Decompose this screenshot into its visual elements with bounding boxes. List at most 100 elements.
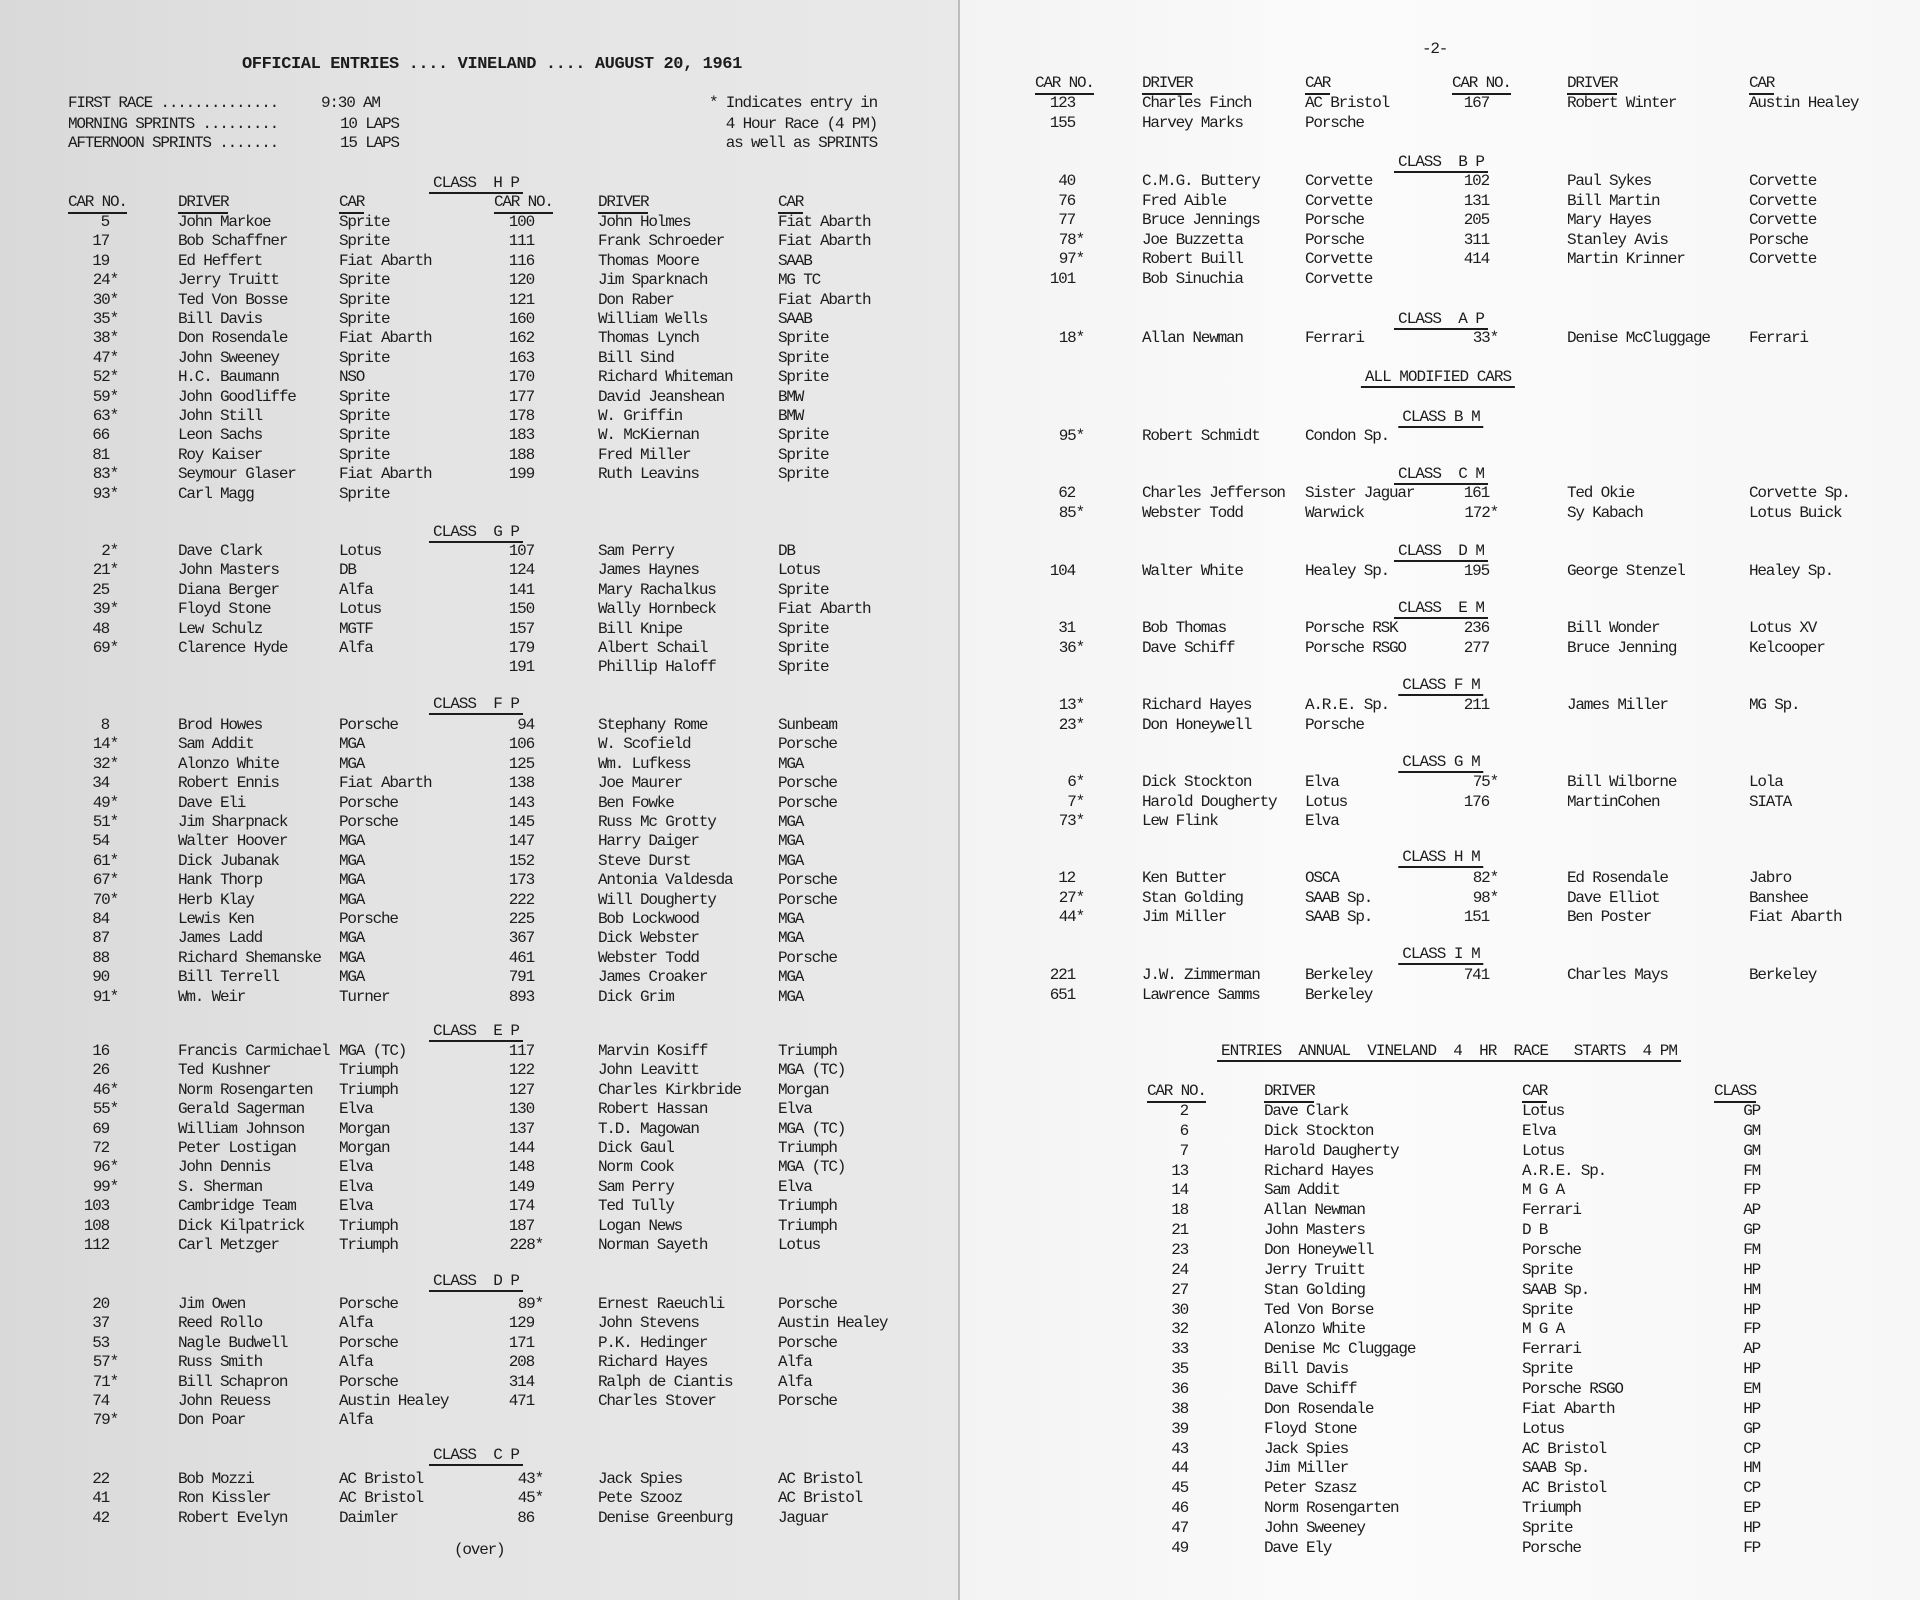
car: Sister Jaguar: [1305, 484, 1415, 502]
class: FP: [1743, 1538, 1761, 1557]
car-number: 36: [1171, 1380, 1189, 1399]
driver: Floyd Stone: [178, 600, 272, 619]
car: Alfa: [339, 1353, 374, 1372]
car: Lotus: [1522, 1141, 1565, 1160]
car: Lotus: [778, 1236, 821, 1254]
entry-row: 69* Clarence Hyde Alfa 179 Albert Schail Spri…: [0, 638, 958, 658]
car: MGA: [339, 890, 365, 909]
entry-row: 85* Webster Todd Warwick 172* Sy Kabach Lotus…: [0, 503, 1920, 523]
car-number: 145: [508, 813, 535, 831]
entry-row: 73* Lew Flink Elva: [0, 811, 1920, 831]
driver: Gerald Sagerman: [178, 1100, 305, 1119]
car: AC Bristol: [778, 1489, 863, 1508]
entry-row: 36* Dave Schiff Porsche RSGO 277 Bruce Jenni…: [0, 638, 1920, 658]
car: Fiat Abarth: [339, 774, 433, 793]
car: Porsche: [778, 1295, 838, 1313]
driver: T.D. Magowan: [598, 1119, 700, 1138]
driver: Sam Perry: [598, 542, 675, 560]
car: Jabro: [1749, 869, 1792, 887]
car: MGA: [778, 832, 804, 851]
driver: Lew Schulz: [178, 619, 263, 638]
col-header-driver: DRIVER: [1264, 1081, 1316, 1103]
car-number: 82*: [1472, 869, 1499, 887]
asterisk-note: as well as SPRINTS: [725, 134, 878, 152]
entry-row: 38* Don Rosendale Fiat Abarth 162 Thomas Lyn…: [0, 328, 958, 348]
car-number: 52*: [92, 368, 119, 387]
driver: Antonia Valdesda: [598, 871, 734, 890]
car-number: 116: [508, 251, 535, 270]
car: Fiat Abarth: [339, 465, 433, 484]
driver: Denise Greenburg: [598, 1508, 734, 1527]
car: Porsche: [778, 774, 838, 793]
car-number: 51*: [92, 813, 119, 831]
four-hour-heading: ENTRIES ANNUAL VINELAND 4 HR RACE STARTS…: [1217, 1042, 1681, 1062]
driver: Lewis Ken: [178, 910, 255, 928]
four-hour-row: 44 Jim Miller SAAB Sp. HM: [0, 1458, 1920, 1478]
car-number: 46*: [92, 1080, 119, 1099]
driver: Bill Terrell: [178, 968, 280, 987]
car: Sprite: [339, 484, 391, 503]
car-number: 16: [92, 1042, 110, 1060]
driver: John Dennis: [178, 1158, 272, 1177]
driver: Bill Wonder: [1567, 619, 1661, 637]
driver: Stan Golding: [1264, 1280, 1366, 1299]
driver: Ruth Leavins: [598, 465, 700, 484]
driver: Sy Kabach: [1567, 503, 1644, 522]
driver: David Jeanshean: [598, 387, 725, 406]
entry-row: 2* Dave Clark Lotus 107 Sam Perry DB: [0, 541, 958, 561]
car: Porsche RSK: [1305, 619, 1399, 637]
car-number: 38*: [92, 329, 119, 348]
driver: Robert Hassan: [598, 1100, 708, 1119]
car: Porsche: [778, 793, 838, 812]
col-header-car-no: CAR NO.: [494, 192, 554, 214]
car-number: 162: [508, 329, 535, 348]
driver: Jerry Truitt: [178, 271, 280, 290]
car: Sprite: [339, 213, 391, 231]
driver: John Holmes: [598, 213, 692, 231]
driver: Norman Sayeth: [598, 1236, 708, 1254]
driver: Webster Todd: [598, 948, 700, 967]
driver: Leon Sachs: [178, 426, 263, 445]
car-number: 176: [1463, 792, 1490, 811]
driver: Sam Addit: [178, 735, 255, 754]
car: Jaguar: [778, 1508, 830, 1527]
car: Lotus XV: [1749, 619, 1817, 637]
car-number: 124: [508, 561, 535, 580]
car-number: 98*: [1472, 888, 1499, 907]
car-number: 311: [1463, 230, 1490, 249]
car: Corvette: [1305, 250, 1373, 268]
class-heading: CLASS H M: [1398, 848, 1484, 868]
car-number: 150: [508, 600, 535, 619]
car: MGA: [778, 910, 804, 928]
driver: Thomas Lynch: [598, 329, 700, 348]
driver: W. Griffin: [598, 407, 683, 425]
car: Alfa: [339, 1411, 374, 1430]
driver: Bruce Jenning: [1567, 638, 1677, 657]
entry-row: 103 Cambridge Team Elva 174 Ted Tully Triumph: [0, 1196, 958, 1216]
car-number: 47: [1171, 1519, 1189, 1538]
driver: Hank Thorp: [178, 871, 263, 890]
driver: Steve Durst: [598, 851, 692, 870]
car: Triumph: [339, 1216, 399, 1235]
four-hour-column-header: CAR NO. DRIVER CAR CLASS: [0, 1081, 1920, 1103]
driver: Walter White: [1142, 562, 1244, 580]
car-number: 43*: [517, 1470, 544, 1488]
car-number: 83*: [92, 465, 119, 484]
car-number: 5: [100, 213, 111, 231]
car: MGA: [778, 987, 804, 1006]
entry-row: 54 Walter Hoover MGA 147 Harry Daiger MGA: [0, 831, 958, 851]
car-number: 26: [92, 1061, 110, 1080]
car-number: 43: [1171, 1439, 1189, 1458]
driver: Brod Howes: [178, 716, 263, 734]
car-number: 59*: [92, 387, 119, 406]
class: FP: [1743, 1320, 1761, 1339]
col-header-driver: DRIVER: [1142, 73, 1194, 95]
driver: Bob Thomas: [1142, 619, 1227, 637]
car-number: 143: [508, 793, 535, 812]
four-hour-row: 13 Richard Hayes A.R.E. Sp. FM: [0, 1161, 1920, 1181]
driver: Bruce Jennings: [1142, 211, 1261, 229]
car: Sprite: [339, 290, 391, 309]
driver: Dave Schiff: [1264, 1380, 1358, 1399]
entry-row: 52* H.C. Baumann NSO 170 Richard Whiteman Spr…: [0, 367, 958, 387]
car-number: 66: [92, 426, 110, 445]
